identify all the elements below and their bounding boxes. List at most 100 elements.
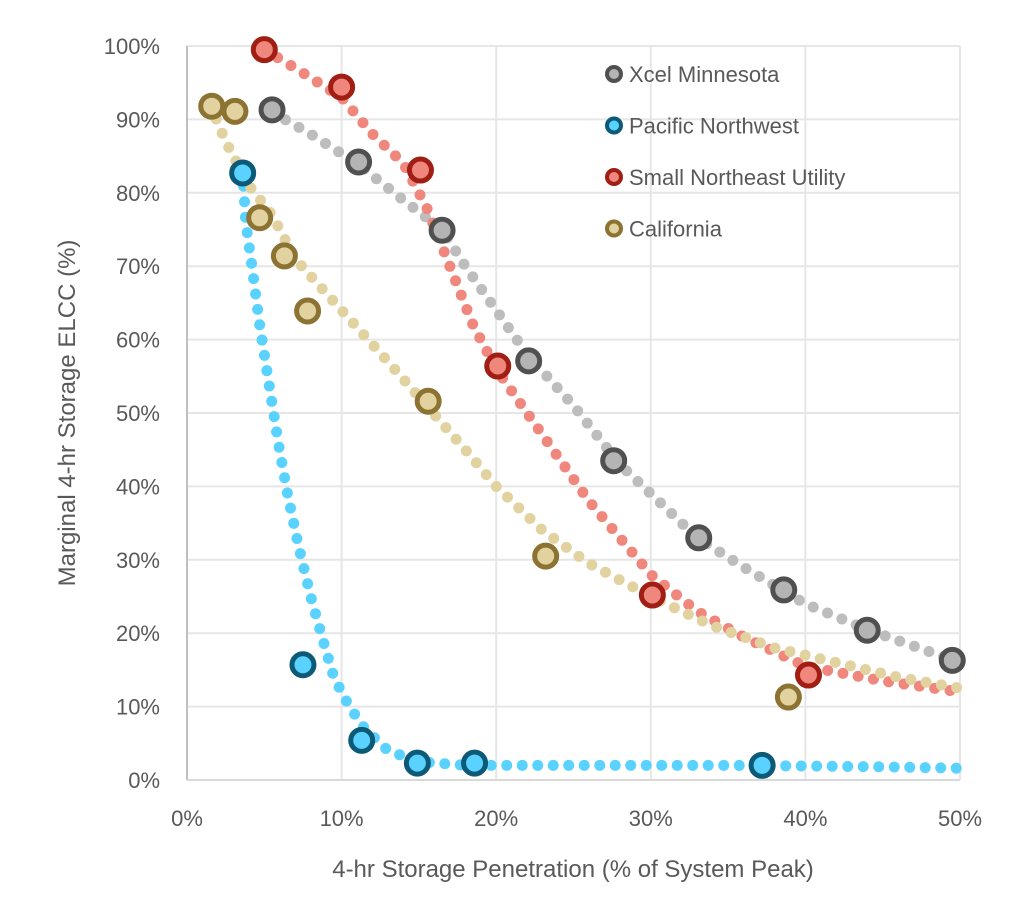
data-point	[774, 683, 802, 711]
trend-dot	[399, 375, 411, 387]
trend-dot	[725, 626, 737, 638]
trend-dot	[314, 623, 326, 635]
legend: Xcel Minnesota Pacific Northwest Small Nor…	[605, 62, 845, 242]
x-tick-label: 0%	[171, 806, 203, 831]
data-point	[221, 97, 249, 125]
trend-dot	[506, 385, 518, 397]
data-point	[600, 447, 628, 475]
trend-dot	[318, 638, 330, 650]
trend-dot	[514, 398, 526, 410]
data-point	[685, 524, 713, 552]
trend-dot	[516, 759, 528, 771]
trend-dot	[524, 512, 536, 524]
trend-dot	[577, 486, 589, 498]
trend-dot	[541, 436, 553, 448]
data-point	[294, 297, 322, 325]
trend-dot	[367, 129, 379, 141]
data-point	[532, 542, 560, 570]
trend-dot	[682, 608, 694, 620]
trend-dot	[461, 304, 473, 316]
trend-dot	[421, 203, 433, 215]
trend-dot	[288, 517, 300, 529]
trend-dot	[261, 365, 273, 377]
trend-dot	[532, 759, 544, 771]
data-point	[345, 148, 373, 176]
trend-dot	[935, 679, 947, 691]
trend-dot	[490, 480, 502, 492]
trend-dot	[559, 461, 571, 473]
trend-dot	[923, 646, 935, 658]
trend-dot	[677, 518, 689, 530]
trend-dot	[951, 682, 963, 694]
y-tick-label: 70%	[116, 254, 160, 279]
x-axis-label: 4-hr Storage Penetration (% of System Pe…	[332, 856, 814, 883]
data-point	[938, 646, 966, 674]
trend-dot	[586, 559, 598, 571]
trend-dot	[255, 194, 267, 206]
trend-dot	[266, 395, 278, 407]
trend-dot	[216, 127, 228, 139]
trend-dot	[807, 601, 819, 613]
trend-dot	[573, 550, 585, 562]
trend-dot	[740, 632, 752, 644]
y-tick-label: 10%	[116, 695, 160, 720]
trend-dot	[368, 340, 380, 352]
trend-dot	[394, 749, 406, 761]
y-tick-label: 40%	[116, 474, 160, 499]
data-point	[853, 616, 881, 644]
trend-dot	[671, 759, 683, 771]
trend-dot	[444, 260, 456, 272]
trend-dot	[572, 405, 584, 417]
x-tick-labels: 0% 10% 20% 30% 40% 50%	[171, 806, 982, 831]
trend-dot	[683, 598, 695, 610]
trend-dot	[625, 759, 637, 771]
trend-dot	[594, 759, 606, 771]
data-point	[638, 581, 666, 609]
trend-dot	[950, 762, 962, 774]
trend-dot	[616, 534, 628, 546]
trend-dot	[894, 635, 906, 647]
trend-dot	[380, 742, 392, 754]
trend-dot	[333, 146, 345, 158]
trend-dot	[502, 322, 514, 334]
trend-dot	[668, 602, 680, 614]
trend-dot	[467, 318, 479, 330]
trend-dot	[440, 422, 452, 434]
y-tick-label: 100%	[104, 34, 160, 59]
trend-dot	[586, 499, 598, 511]
data-point	[428, 216, 456, 244]
trend-dot	[606, 522, 618, 534]
trend-dot	[888, 761, 900, 773]
trend-dot	[439, 758, 451, 770]
trend-dot	[305, 593, 317, 605]
trend-dot	[714, 546, 726, 558]
x-tick-label: 10%	[320, 806, 364, 831]
trend-dot	[702, 759, 714, 771]
legend-label: California	[629, 217, 723, 242]
y-tick-label: 60%	[116, 328, 160, 353]
trend-dot	[844, 660, 856, 672]
trend-dot	[327, 667, 339, 679]
trend-dot	[547, 759, 559, 771]
trend-dot	[485, 759, 497, 771]
trend-dot	[263, 380, 275, 392]
trend-dot	[578, 759, 590, 771]
trend-dot	[502, 491, 514, 503]
trend-dot	[293, 121, 305, 133]
trend-dot	[666, 508, 678, 520]
trend-dot	[294, 548, 306, 560]
trend-dot	[793, 594, 805, 606]
legend-label: Small Northeast Utility	[629, 165, 845, 190]
trend-dot	[273, 441, 285, 453]
trend-dot	[581, 417, 593, 429]
trend-dot	[535, 523, 547, 535]
trend-dot	[239, 196, 251, 208]
trend-dot	[279, 472, 291, 484]
trend-dot	[640, 759, 652, 771]
trend-dot	[438, 246, 450, 258]
trend-dot	[458, 258, 470, 270]
legend-marker	[605, 168, 623, 186]
trend-dot	[873, 761, 885, 773]
trend-dot	[829, 656, 841, 668]
trend-dot	[857, 761, 869, 773]
